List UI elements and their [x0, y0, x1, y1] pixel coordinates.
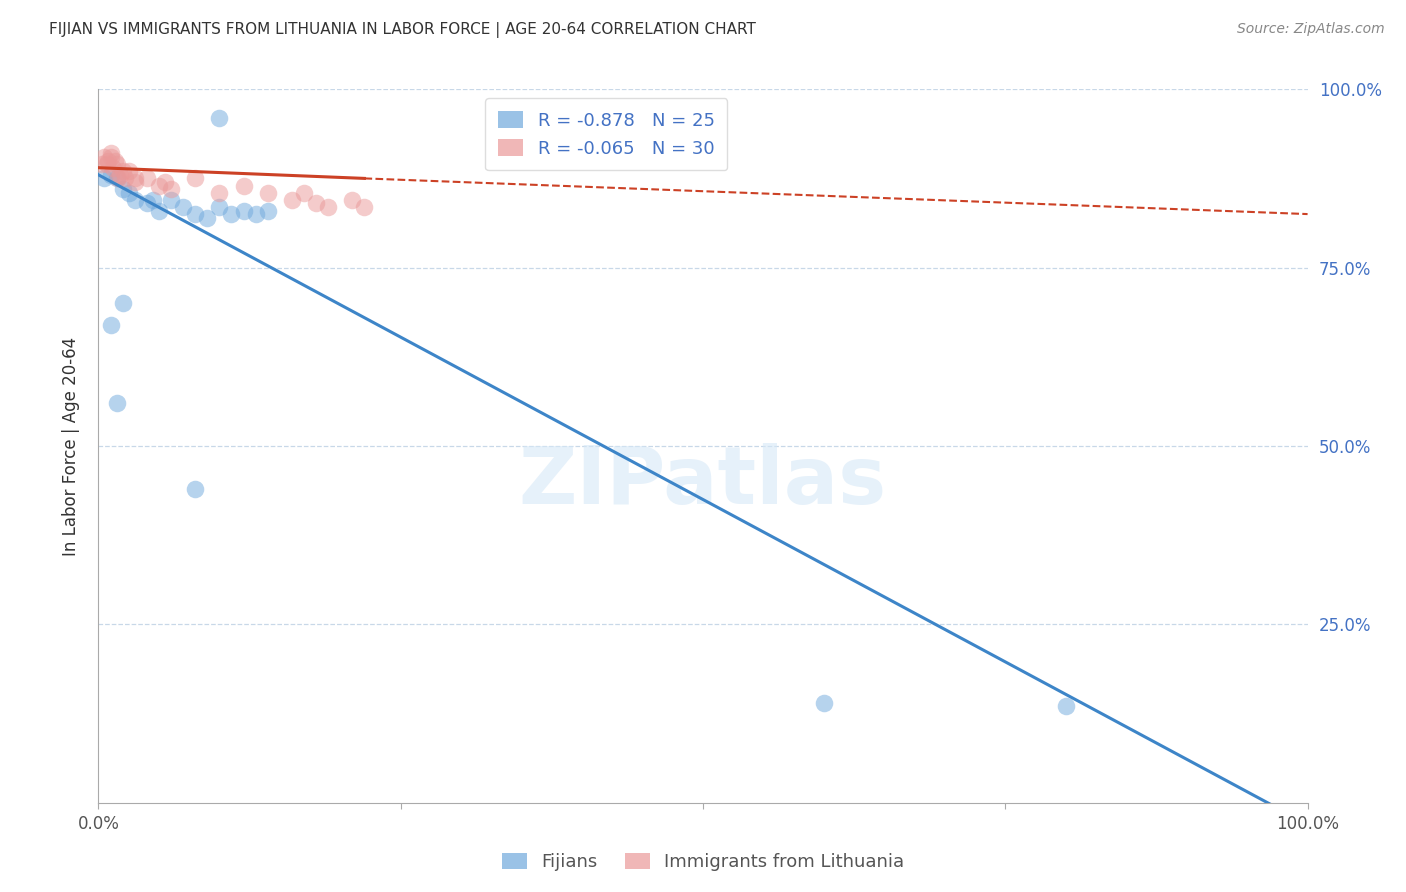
- Point: [316, 200, 339, 214]
- Point: [124, 171, 146, 186]
- Point: [160, 182, 183, 196]
- Point: [245, 207, 267, 221]
- Text: Source: ZipAtlas.com: Source: ZipAtlas.com: [1237, 22, 1385, 37]
- Point: [124, 193, 146, 207]
- Point: [105, 171, 128, 186]
- Point: [232, 203, 254, 218]
- Point: [184, 207, 207, 221]
- Point: [96, 157, 118, 171]
- Point: [111, 164, 134, 178]
- Point: [232, 178, 254, 193]
- Point: [256, 203, 278, 218]
- Point: [100, 168, 122, 182]
- Point: [353, 200, 375, 214]
- Point: [100, 150, 122, 164]
- Point: [118, 186, 141, 200]
- Point: [101, 161, 124, 175]
- Point: [221, 207, 243, 221]
- Point: [172, 200, 194, 214]
- Point: [195, 211, 218, 225]
- Point: [208, 111, 231, 125]
- Point: [342, 193, 364, 207]
- Point: [135, 171, 157, 186]
- Point: [292, 186, 315, 200]
- Point: [256, 186, 278, 200]
- Point: [108, 168, 131, 182]
- Point: [184, 171, 207, 186]
- Point: [105, 157, 128, 171]
- Point: [208, 186, 231, 200]
- Y-axis label: In Labor Force | Age 20-64: In Labor Force | Age 20-64: [62, 336, 80, 556]
- Point: [813, 696, 835, 710]
- Point: [281, 193, 304, 207]
- Point: [208, 200, 231, 214]
- Point: [124, 175, 146, 189]
- Point: [111, 182, 134, 196]
- Point: [135, 196, 157, 211]
- Point: [184, 482, 207, 496]
- Point: [97, 153, 120, 168]
- Text: FIJIAN VS IMMIGRANTS FROM LITHUANIA IN LABOR FORCE | AGE 20-64 CORRELATION CHART: FIJIAN VS IMMIGRANTS FROM LITHUANIA IN L…: [49, 22, 756, 38]
- Point: [160, 193, 183, 207]
- Point: [91, 157, 114, 171]
- Point: [100, 146, 122, 161]
- Point: [118, 164, 141, 178]
- Point: [1054, 699, 1077, 714]
- Point: [148, 203, 170, 218]
- Point: [153, 175, 176, 189]
- Point: [93, 171, 115, 186]
- Point: [148, 178, 170, 193]
- Point: [142, 193, 165, 207]
- Point: [105, 396, 128, 410]
- Point: [114, 171, 136, 186]
- Point: [305, 196, 328, 211]
- Point: [100, 318, 122, 332]
- Text: ZIPatlas: ZIPatlas: [519, 442, 887, 521]
- Point: [104, 153, 127, 168]
- Point: [107, 171, 129, 186]
- Legend: R = -0.878   N = 25, R = -0.065   N = 30: R = -0.878 N = 25, R = -0.065 N = 30: [485, 98, 727, 170]
- Point: [111, 296, 134, 310]
- Point: [93, 150, 115, 164]
- Legend: Fijians, Immigrants from Lithuania: Fijians, Immigrants from Lithuania: [495, 846, 911, 879]
